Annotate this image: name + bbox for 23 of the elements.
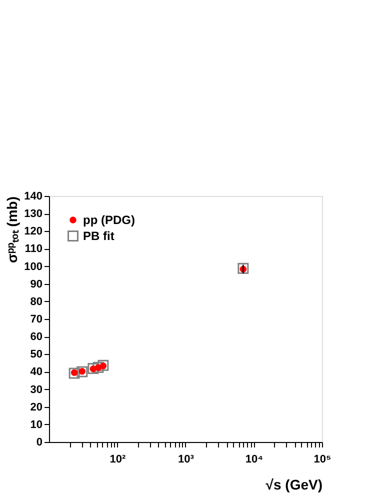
y-tick-label: 110 <box>24 243 42 256</box>
x-tick-label: 10³ <box>178 454 194 466</box>
legend-label: PB fit <box>83 229 114 243</box>
y-tick-label: 70 <box>30 314 42 326</box>
y-tick-label: 0 <box>36 436 42 448</box>
y-tick-label: 30 <box>30 384 42 396</box>
y-tick-label: 90 <box>30 278 42 290</box>
x-tick-label: 10⁴ <box>245 454 264 466</box>
y-tick-label: 20 <box>30 401 42 414</box>
y-tick-label: 40 <box>30 366 42 378</box>
y-tick-label: 130 <box>24 208 42 220</box>
y-tick-label: 100 <box>24 260 42 273</box>
y-tick-label: 120 <box>24 226 42 238</box>
x-tick-label: 10⁵ <box>314 454 332 466</box>
x-tick-label: 10² <box>110 454 126 466</box>
y-tick-label: 60 <box>30 331 42 344</box>
y-tick-label: 80 <box>30 296 42 308</box>
legend-label: pp (PDG) <box>83 213 135 227</box>
y-tick-label: 10 <box>30 418 42 431</box>
y-tick-label: 50 <box>30 348 42 361</box>
x-axis-title: √s (GeV) <box>266 476 322 492</box>
y-tick-label: 140 <box>24 190 42 202</box>
y-axis-title: σᵖᵖₜₒₜ (mb) <box>4 196 20 263</box>
